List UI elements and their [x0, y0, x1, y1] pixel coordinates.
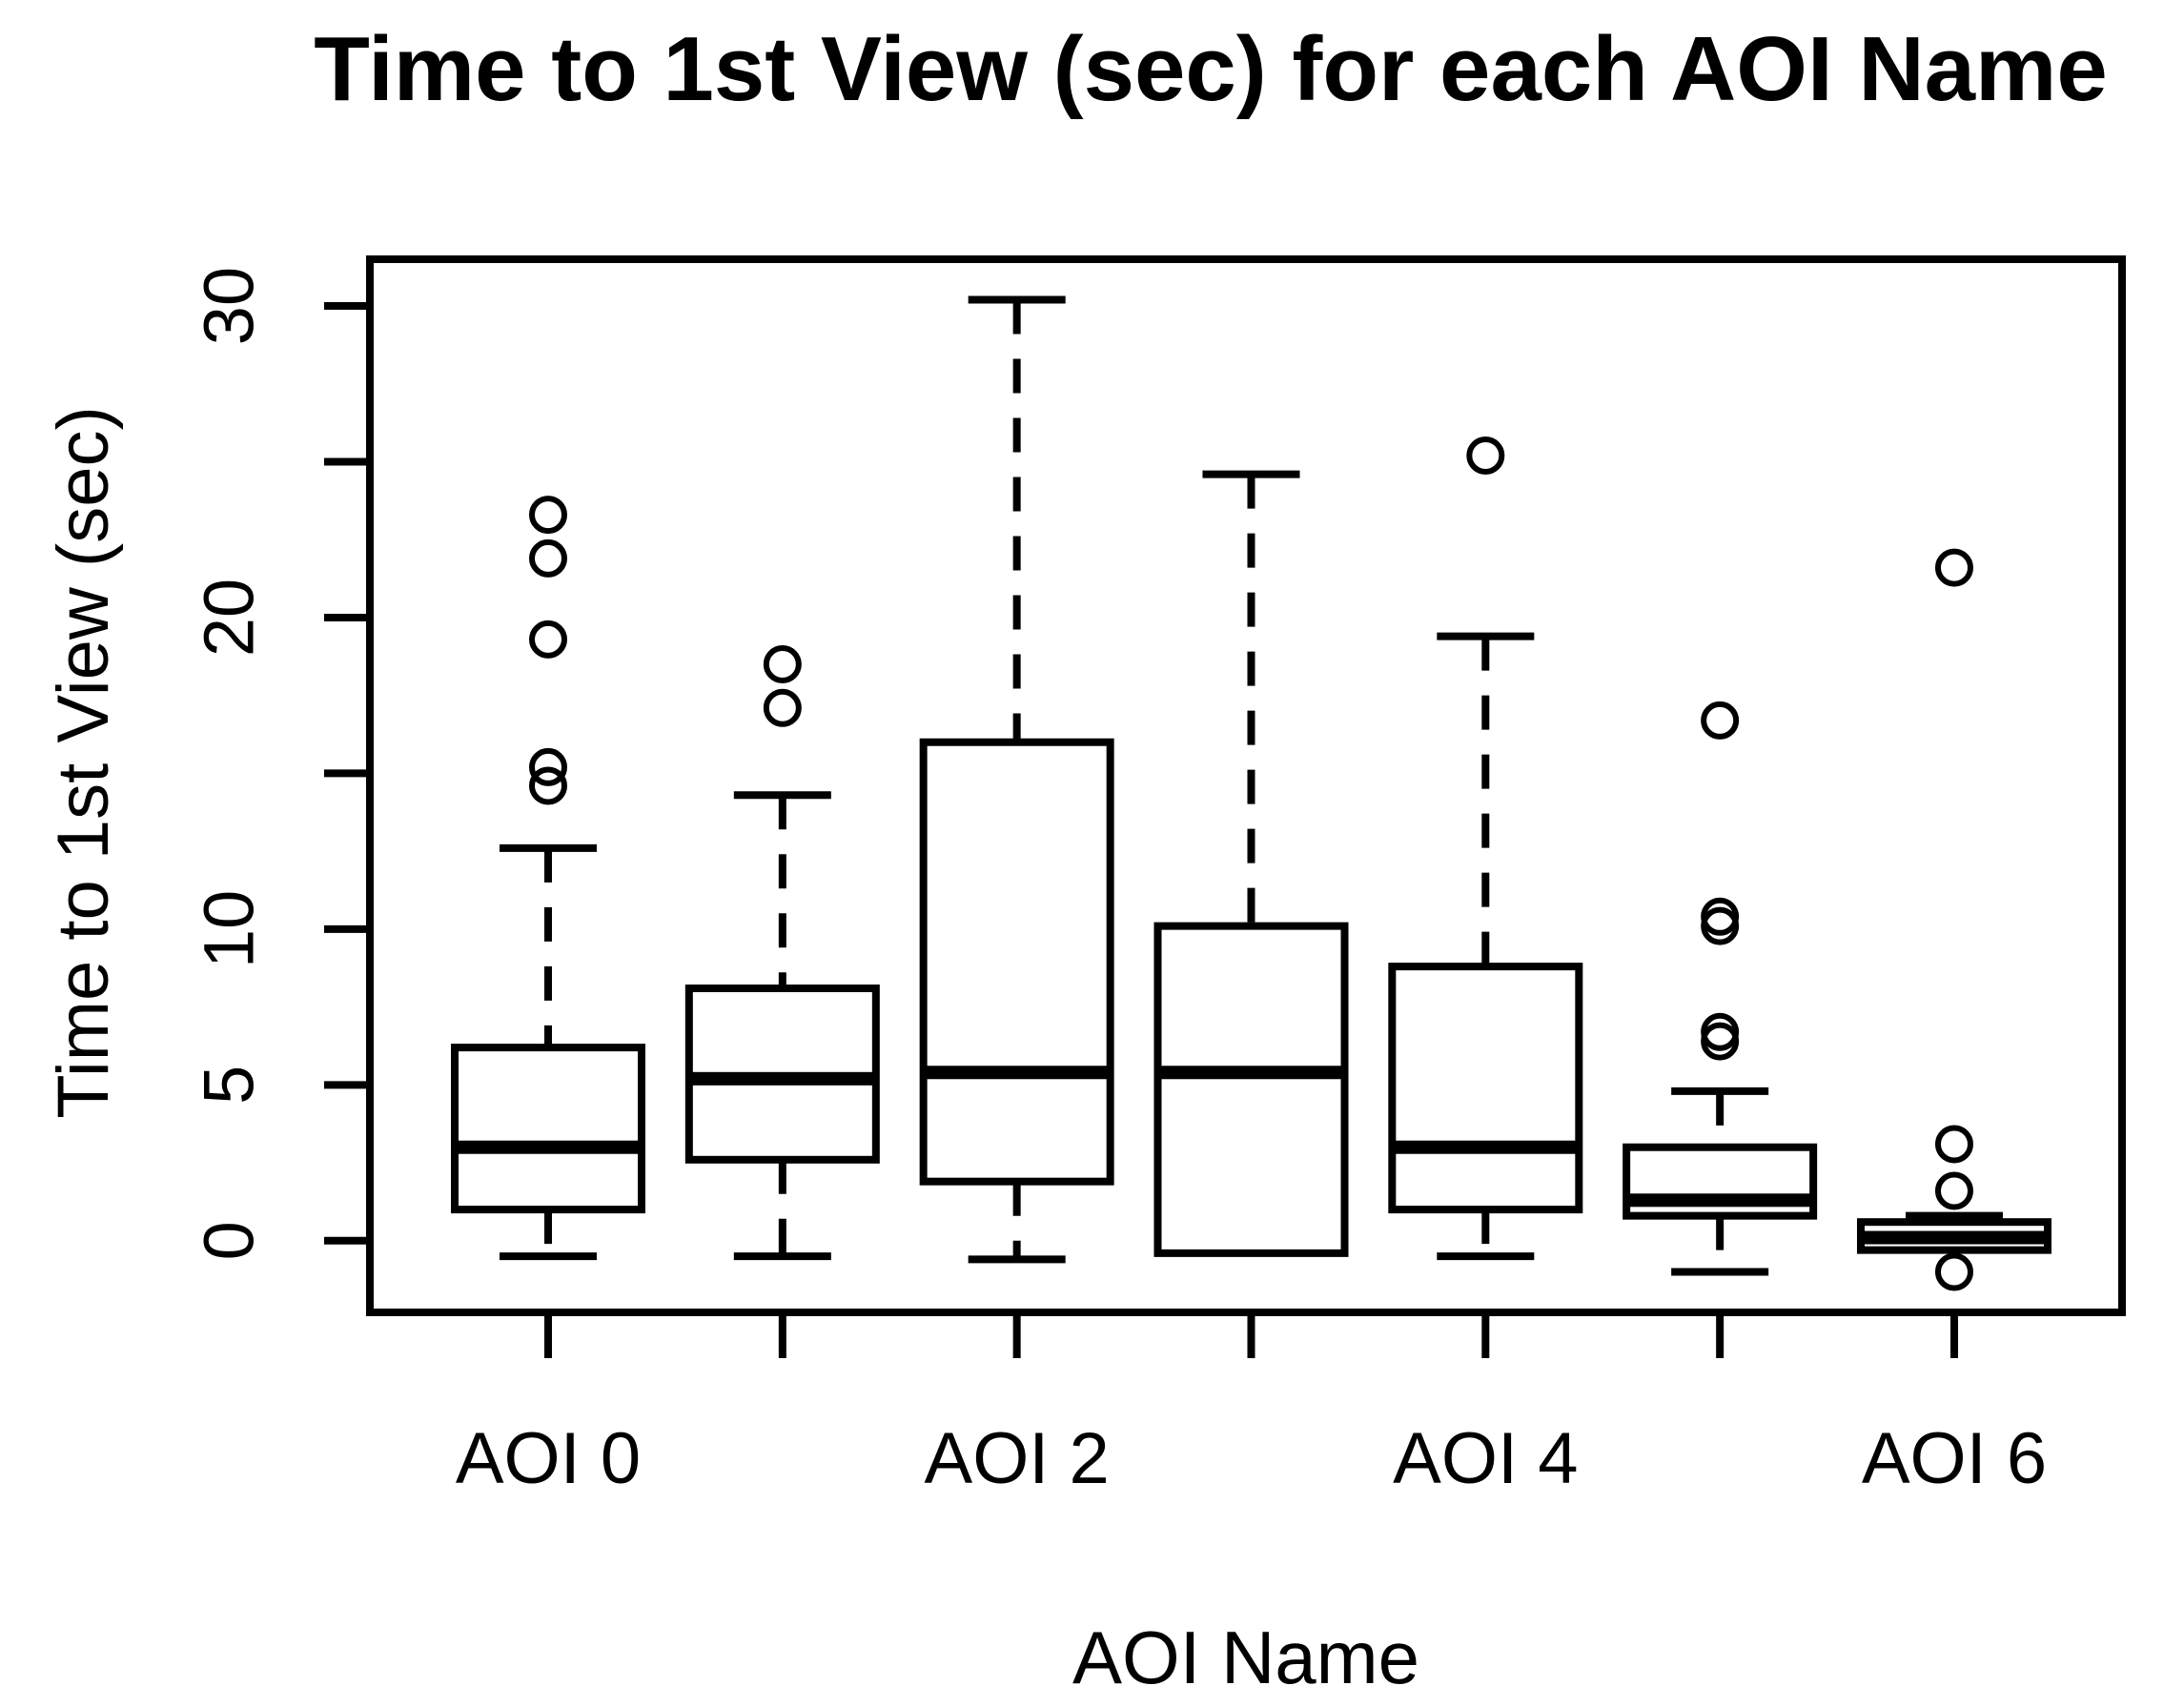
- outlier-point: [1934, 548, 1973, 587]
- y-tick-label: 10: [190, 890, 269, 968]
- median-line: [455, 1140, 642, 1154]
- outlier-point: [529, 538, 567, 578]
- box: [1153, 922, 1349, 1257]
- box: [919, 738, 1114, 1186]
- y-tick-label: 20: [190, 579, 269, 657]
- x-tick-label: AOI 0: [456, 1418, 641, 1499]
- x-axis-label: AOI Name: [1072, 1615, 1420, 1699]
- outlier-point: [1701, 906, 1740, 945]
- median-line: [1157, 1066, 1345, 1080]
- x-tick-label: AOI 6: [1862, 1418, 2047, 1499]
- outlier-point: [1466, 436, 1505, 475]
- outlier-point: [1934, 1171, 1973, 1210]
- median-line: [688, 1071, 876, 1086]
- median-line: [1860, 1230, 2048, 1245]
- y-tick-label: 0: [190, 1221, 269, 1260]
- x-tick-label: AOI 2: [925, 1418, 1110, 1499]
- outlier-point: [529, 766, 567, 805]
- outlier-point: [529, 619, 567, 659]
- outlier-point: [1934, 1252, 1973, 1291]
- chart-title: Time to 1st View (sec) for each AOI Name: [314, 18, 2108, 120]
- outlier-point: [1701, 701, 1740, 740]
- outlier-point: [529, 496, 567, 535]
- x-tick-label: AOI 4: [1393, 1418, 1578, 1499]
- outlier-point: [529, 747, 567, 786]
- box: [1388, 963, 1583, 1214]
- outlier-point: [763, 688, 802, 727]
- outlier-point: [1701, 1022, 1740, 1061]
- y-tick-label: 30: [190, 267, 269, 345]
- outlier-point: [1934, 1125, 1973, 1164]
- box: [451, 1044, 645, 1214]
- y-tick-label: 5: [190, 1066, 269, 1105]
- plot-border: [366, 255, 2126, 1316]
- median-line: [1392, 1140, 1580, 1154]
- median-line: [1626, 1193, 1814, 1208]
- outlier-point: [763, 645, 802, 683]
- median-line: [923, 1066, 1111, 1080]
